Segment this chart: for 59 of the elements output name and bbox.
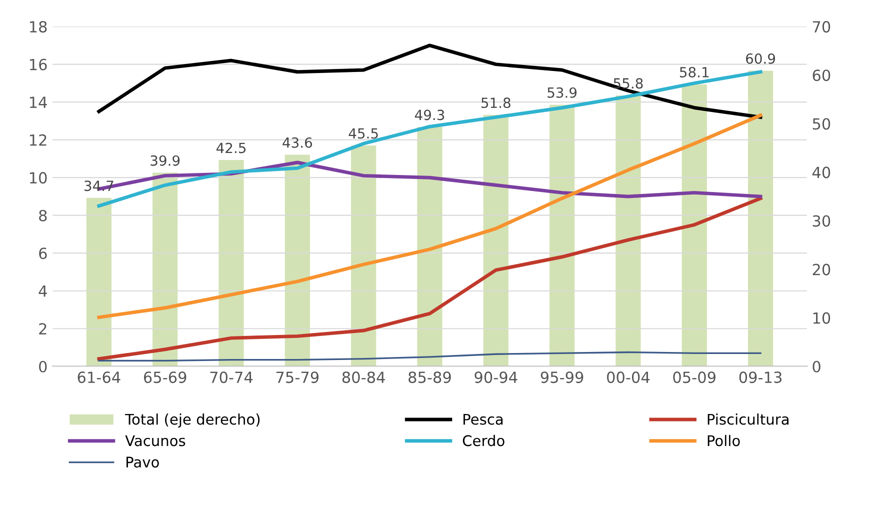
line-series xyxy=(97,196,762,361)
legend-label: Pollo xyxy=(708,434,740,446)
y-tick-label: 12 xyxy=(30,134,46,146)
legend-label: Pesca xyxy=(464,414,503,425)
bar xyxy=(218,160,244,366)
y-tick-label: 18 xyxy=(30,21,47,33)
y2-tick-label: 20 xyxy=(812,264,830,276)
x-tick-label: 90-94 xyxy=(474,372,518,384)
data-label: 60.9 xyxy=(746,53,776,64)
y2-tick-label: 30 xyxy=(812,215,830,227)
x-tick-label: 05-09 xyxy=(673,372,716,384)
y-tick-label: 8 xyxy=(39,210,47,222)
y-tick-label: 6 xyxy=(39,248,47,260)
x-tick-label: 85-89 xyxy=(408,372,451,384)
y-tick-label: 16 xyxy=(30,58,47,70)
x-tick-label: 80-84 xyxy=(342,372,385,384)
y2-tick-label: 60 xyxy=(812,70,830,82)
legend-label: Vacunos xyxy=(125,435,186,446)
x-tick-label: 65-69 xyxy=(144,372,186,384)
y-tick-label: 14 xyxy=(30,96,47,108)
legend-label: Piscicultura xyxy=(708,414,788,425)
y2-tick-label: 0 xyxy=(812,360,820,372)
data-label: 39.9 xyxy=(150,155,180,166)
data-label: 53.9 xyxy=(548,87,577,98)
x-tick-label: 95-99 xyxy=(540,372,584,384)
bar xyxy=(351,145,376,366)
bar xyxy=(682,84,707,366)
data-label: 34.7 xyxy=(84,180,114,192)
y-tick-label: 10 xyxy=(30,172,47,184)
x-tick-label: 75-79 xyxy=(276,372,319,384)
bar xyxy=(417,127,442,366)
data-label: 55.8 xyxy=(614,78,643,89)
bar xyxy=(616,95,641,366)
data-label: 43.6 xyxy=(282,137,312,148)
data-label: 51.8 xyxy=(482,98,510,108)
bar xyxy=(748,70,774,366)
data-label: 49.3 xyxy=(414,110,444,120)
data-label: 45.5 xyxy=(348,128,378,139)
bar xyxy=(86,198,112,366)
y2-tick-label: 40 xyxy=(812,166,830,178)
legend-label: Total (eje derecho) xyxy=(125,414,260,428)
bar xyxy=(284,154,310,366)
legend-label: Cerdo xyxy=(462,434,504,446)
y-tick-label: 0 xyxy=(39,360,47,372)
legend-label: Pavo xyxy=(126,456,159,468)
x-tick-label: 61-64 xyxy=(78,372,120,384)
data-label: 42.5 xyxy=(216,142,246,154)
x-tick-label: 70-74 xyxy=(210,372,253,384)
line-series xyxy=(98,351,762,362)
y2-tick-label: 70 xyxy=(812,21,830,33)
y-tick-label: 4 xyxy=(38,286,47,297)
bar xyxy=(549,104,575,366)
x-tick-label: 00-04 xyxy=(607,372,650,384)
y2-tick-label: 10 xyxy=(813,312,830,324)
y-tick-label: 2 xyxy=(39,323,46,334)
y2-tick-label: 50 xyxy=(812,118,830,130)
bar xyxy=(483,114,508,366)
x-tick-label: 09-13 xyxy=(739,372,782,384)
data-label: 58.1 xyxy=(680,66,709,78)
